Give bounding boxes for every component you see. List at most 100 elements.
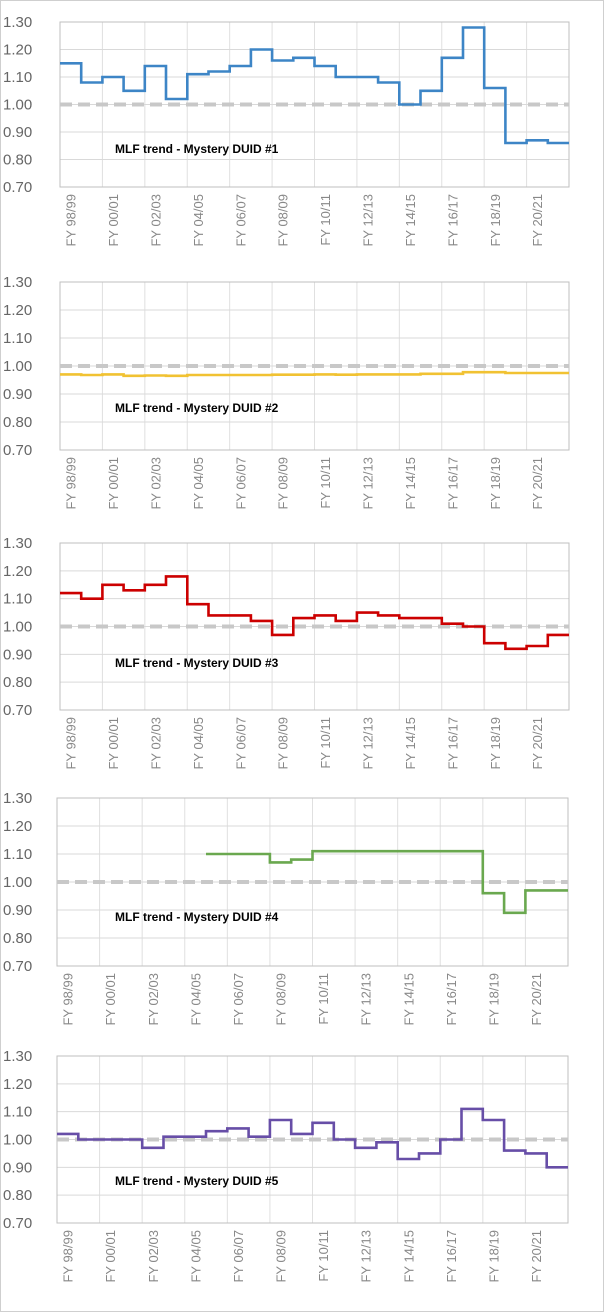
chart-title: MLF trend - Mystery DUID #5	[115, 1174, 279, 1188]
x-tick-label: FY 00/01	[103, 973, 118, 1026]
x-tick-label: FY 12/13	[361, 457, 376, 510]
x-tick-label: FY 02/03	[146, 1230, 161, 1283]
series-line	[60, 575, 569, 651]
y-tick-label: 0.90	[3, 902, 32, 919]
x-tick-label: FY 98/99	[64, 717, 79, 770]
y-tick-label: 1.00	[3, 97, 32, 114]
x-tick-label: FY 02/03	[148, 194, 163, 247]
x-tick-label: FY 00/01	[106, 194, 121, 247]
y-tick-label: 1.10	[3, 591, 32, 608]
x-tick-label: FY 98/99	[61, 1230, 76, 1283]
y-tick-label: 0.80	[3, 152, 32, 169]
x-tick-label: FY 04/05	[191, 457, 206, 510]
x-tick-label: FY 98/99	[61, 973, 76, 1026]
y-tick-label: 0.70	[3, 179, 32, 196]
x-tick-label: FY 10/11	[316, 973, 331, 1025]
x-tick-label: FY 18/19	[486, 973, 501, 1026]
x-tick-label: FY 04/05	[191, 717, 206, 770]
x-tick-label: FY 04/05	[191, 194, 206, 247]
x-tick-label: FY 20/21	[529, 973, 544, 1026]
x-tick-label: FY 14/15	[401, 1230, 416, 1283]
y-tick-label: 1.10	[3, 69, 32, 86]
x-tick-label: FY 06/07	[233, 457, 248, 510]
y-tick-label: 1.20	[3, 42, 32, 59]
x-tick-label: FY 18/19	[488, 457, 503, 510]
series-line	[57, 1107, 568, 1169]
x-tick-label: FY 04/05	[188, 973, 203, 1026]
x-tick-label: FY 16/17	[445, 194, 460, 247]
x-tick-label: FY 14/15	[403, 717, 418, 770]
x-tick-label: FY 06/07	[233, 717, 248, 770]
chart-1: 1.30 1.20 1.10 1.00 0.90 0.80 0.70 FY 98/99 FY 0…	[3, 14, 570, 247]
chart-title: MLF trend - Mystery DUID #2	[115, 401, 279, 415]
x-tick-label: FY 10/11	[318, 194, 333, 246]
y-tick-label: 1.10	[3, 1104, 32, 1121]
x-tick-label: FY 04/05	[188, 1230, 203, 1283]
x-tick-label: FY 10/11	[316, 1230, 331, 1282]
y-tick-label: 1.30	[3, 1048, 32, 1065]
y-tick-label: 0.70	[3, 1215, 32, 1232]
chart-title: MLF trend - Mystery DUID #3	[115, 656, 279, 670]
x-tick-label: FY 00/01	[106, 457, 121, 510]
series-line	[206, 849, 568, 915]
x-tick-label: FY 12/13	[361, 194, 376, 247]
y-tick-label: 1.20	[3, 563, 32, 580]
chart-3: 1.30 1.20 1.10 1.00 0.90 0.80 0.70 FY 98/99 FY 0…	[3, 535, 570, 770]
y-tick-label: 0.90	[3, 386, 32, 403]
y-tick-label: 1.00	[3, 619, 32, 636]
x-tick-label: FY 98/99	[64, 194, 79, 247]
x-tick-label: FY 14/15	[401, 973, 416, 1026]
x-tick-label: FY 18/19	[488, 717, 503, 770]
chart-title: MLF trend - Mystery DUID #1	[115, 142, 279, 156]
x-tick-label: FY 18/19	[486, 1230, 501, 1283]
x-tick-label: FY 18/19	[488, 194, 503, 247]
x-tick-label: FY 00/01	[103, 1230, 118, 1283]
y-tick-label: 0.70	[3, 442, 32, 459]
y-tick-label: 0.70	[3, 702, 32, 719]
x-tick-label: FY 20/21	[530, 457, 545, 510]
y-tick-label: 1.10	[3, 330, 32, 347]
y-tick-label: 0.80	[3, 674, 32, 691]
x-tick-label: FY 16/17	[445, 717, 460, 770]
x-tick-label: FY 06/07	[233, 194, 248, 247]
x-tick-label: FY 08/09	[276, 194, 291, 247]
y-tick-label: 1.00	[3, 358, 32, 375]
series-line	[60, 370, 569, 378]
x-tick-label: FY 20/21	[529, 1230, 544, 1283]
y-tick-label: 0.90	[3, 646, 32, 663]
series-line	[60, 26, 569, 145]
x-tick-label: FY 16/17	[444, 1230, 459, 1283]
y-tick-label: 0.80	[3, 1187, 32, 1204]
y-tick-label: 0.90	[3, 1159, 32, 1176]
x-tick-label: FY 02/03	[148, 717, 163, 770]
x-tick-label: FY 12/13	[359, 973, 374, 1026]
x-tick-label: FY 98/99	[64, 457, 79, 510]
x-tick-label: FY 16/17	[444, 973, 459, 1026]
x-tick-label: FY 06/07	[231, 1230, 246, 1283]
y-tick-label: 0.90	[3, 124, 32, 141]
y-tick-label: 0.80	[3, 930, 32, 947]
chart-title: MLF trend - Mystery DUID #4	[115, 910, 279, 924]
x-tick-label: FY 20/21	[530, 194, 545, 247]
x-tick-label: FY 06/07	[231, 973, 246, 1026]
y-tick-label: 1.00	[3, 1132, 32, 1149]
x-tick-label: FY 10/11	[318, 457, 333, 509]
y-tick-label: 1.30	[3, 790, 32, 807]
chart-5: 1.30 1.20 1.10 1.00 0.90 0.80 0.70 FY 98/99 FY 0…	[3, 1048, 569, 1283]
y-tick-label: 1.30	[3, 535, 32, 552]
x-tick-label: FY 10/11	[318, 717, 333, 769]
y-tick-label: 1.20	[3, 302, 32, 319]
y-tick-label: 1.30	[3, 274, 32, 291]
y-tick-label: 0.80	[3, 414, 32, 431]
x-tick-label: FY 16/17	[445, 457, 460, 510]
x-tick-label: FY 08/09	[276, 457, 291, 510]
y-tick-label: 1.20	[3, 1076, 32, 1093]
y-tick-label: 0.70	[3, 958, 32, 975]
chart-4: 1.30 1.20 1.10 1.00 0.90 0.80 0.70 FY 98/99 FY 0…	[3, 790, 569, 1026]
y-tick-label: 1.20	[3, 818, 32, 835]
x-tick-label: FY 14/15	[403, 457, 418, 510]
x-tick-label: FY 00/01	[106, 717, 121, 770]
x-tick-label: FY 12/13	[361, 717, 376, 770]
x-tick-label: FY 20/21	[530, 717, 545, 770]
